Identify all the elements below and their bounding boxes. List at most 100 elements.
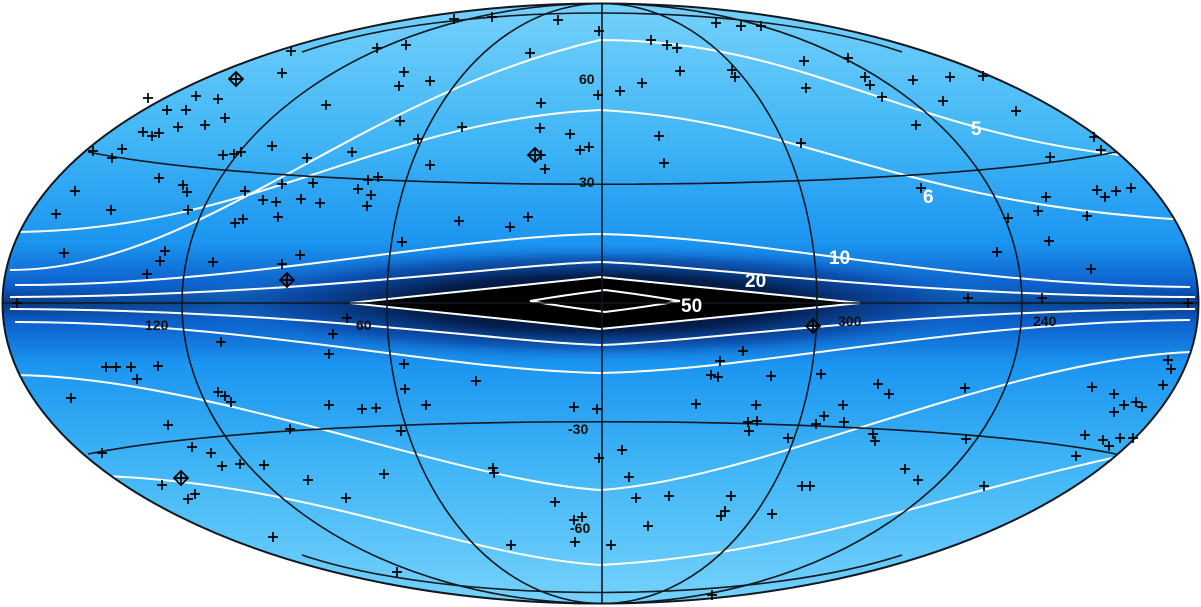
source-marker — [744, 426, 754, 436]
source-marker — [401, 40, 411, 50]
source-marker — [488, 463, 498, 473]
source-marker — [1109, 407, 1119, 417]
source-marker — [1166, 364, 1176, 374]
source-marker — [911, 120, 921, 130]
source-marker — [1115, 433, 1125, 443]
source-marker — [938, 96, 948, 106]
source-marker — [413, 134, 423, 144]
source-marker — [1086, 264, 1096, 274]
source-marker — [226, 397, 236, 407]
source-marker — [963, 293, 973, 303]
source-marker — [631, 493, 641, 503]
source-marker — [285, 424, 295, 434]
highlighted-source-marker — [526, 146, 544, 164]
source-marker — [577, 512, 587, 522]
source-marker — [154, 128, 164, 138]
source-marker — [302, 153, 312, 163]
source-marker — [1033, 206, 1043, 216]
source-marker — [277, 259, 287, 269]
source-marker — [372, 43, 382, 53]
source-marker — [296, 194, 306, 204]
source-marker — [1104, 441, 1114, 451]
source-marker — [357, 404, 367, 414]
source-marker — [157, 480, 167, 490]
source-marker — [643, 521, 653, 531]
source-marker — [816, 369, 826, 379]
source-marker — [489, 468, 499, 478]
source-marker — [178, 180, 188, 190]
source-marker — [308, 178, 318, 188]
source-marker — [672, 43, 682, 53]
source-marker — [1183, 298, 1193, 308]
source-marker — [570, 537, 580, 547]
source-marker — [295, 250, 305, 260]
contour-5-south — [59, 449, 1151, 567]
source-marker — [838, 400, 848, 410]
contour-label-10: 10 — [829, 248, 850, 269]
source-marker — [1128, 433, 1138, 443]
source-marker — [1100, 192, 1110, 202]
source-marker — [584, 142, 594, 152]
source-marker — [1137, 402, 1147, 412]
source-marker — [1109, 389, 1119, 399]
source-marker — [353, 184, 363, 194]
source-marker — [978, 71, 988, 81]
source-marker — [615, 86, 625, 96]
source-marker — [147, 131, 157, 141]
contour-10-south — [14, 319, 1191, 375]
contour-20-north — [9, 260, 1196, 298]
source-marker — [268, 532, 278, 542]
source-marker — [659, 158, 669, 168]
lat-label-30: 30 — [579, 174, 595, 190]
source-marker — [535, 123, 545, 133]
source-marker — [132, 374, 142, 384]
source-marker — [900, 464, 910, 474]
source-marker — [315, 198, 325, 208]
source-marker — [220, 113, 230, 123]
source-marker — [730, 72, 740, 82]
source-marker — [173, 122, 183, 132]
source-marker — [240, 186, 250, 196]
source-marker — [1092, 185, 1102, 195]
source-marker — [190, 489, 200, 499]
source-marker — [187, 442, 197, 452]
source-marker — [565, 129, 575, 139]
source-marker — [811, 419, 821, 429]
lon-label-120: 120 — [145, 317, 169, 333]
source-marker — [592, 404, 602, 414]
source-marker — [286, 46, 296, 56]
source-marker — [706, 370, 716, 380]
source-marker — [213, 94, 223, 104]
source-marker — [454, 216, 464, 226]
source-marker — [218, 150, 228, 160]
source-marker — [743, 417, 753, 427]
source-marker — [913, 475, 923, 485]
source-marker — [341, 493, 351, 503]
contour-labels: 5 6 10 20 50 — [681, 119, 982, 317]
source-marker — [767, 509, 777, 519]
source-marker — [154, 173, 164, 183]
source-marker — [457, 122, 467, 132]
source-marker — [707, 590, 717, 600]
source-marker — [366, 190, 376, 200]
source-marker — [736, 21, 746, 31]
contour-20-south — [9, 308, 1196, 347]
source-marker — [960, 383, 970, 393]
source-marker — [916, 183, 926, 193]
source-marker — [396, 426, 406, 436]
source-marker — [664, 491, 674, 501]
lon-label-60: 60 — [356, 317, 372, 333]
source-marker — [342, 313, 352, 323]
source-marker — [752, 416, 762, 426]
source-marker — [569, 515, 579, 525]
source-marker — [979, 481, 989, 491]
source-marker — [796, 138, 806, 148]
source-marker — [961, 434, 971, 444]
source-marker — [1098, 435, 1108, 445]
source-marker — [273, 212, 283, 222]
source-marker — [181, 105, 191, 115]
source-marker — [536, 98, 546, 108]
source-marker — [425, 160, 435, 170]
source-marker — [751, 400, 761, 410]
